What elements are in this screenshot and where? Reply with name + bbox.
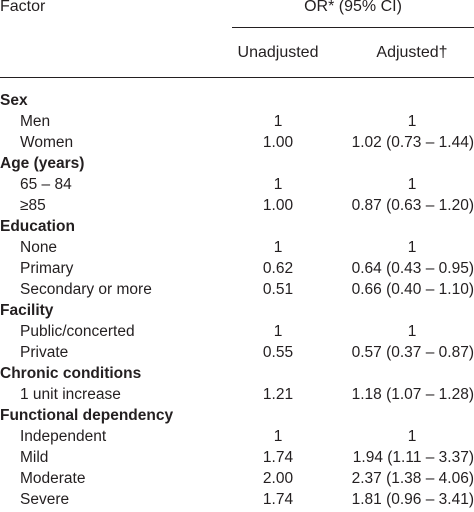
table-header: Factor OR* (95% CI) Unadjusted Adjusted† — [0, 0, 474, 80]
table-row: Moderate 2.00 2.37 (1.38 – 4.06) — [0, 468, 474, 489]
factor-label: Severe — [20, 491, 70, 508]
unadjusted-value: 1 — [273, 239, 283, 256]
unadjusted-value: 1.00 — [262, 134, 294, 151]
unadjusted-value: 2.00 — [262, 470, 294, 487]
adjusted-column-header: Adjusted† — [376, 44, 448, 61]
factor-label: None — [20, 239, 58, 256]
adjusted-value: 1 — [407, 113, 417, 130]
unadjusted-value: 1.74 — [262, 491, 294, 508]
table-row: Primary 0.62 0.64 (0.43 – 0.95) — [0, 258, 474, 279]
adjusted-value: 1 — [407, 176, 417, 193]
section-header-row: Functional dependency — [0, 405, 474, 426]
adjusted-value: 0.57 (0.37 – 0.87) — [351, 344, 474, 361]
factor-label: Men — [20, 113, 51, 130]
adjusted-value: 1 — [407, 323, 417, 340]
section-header-row: Chronic conditions — [0, 363, 474, 384]
section-label: Facility — [0, 302, 54, 319]
unadjusted-value: 1 — [273, 113, 283, 130]
unadjusted-value: 1 — [273, 176, 283, 193]
table-row: Independent 1 1 — [0, 426, 474, 447]
adjusted-value: 0.64 (0.43 – 0.95) — [351, 260, 474, 277]
table-row: None 1 1 — [0, 237, 474, 258]
adjusted-value: 0.66 (0.40 – 1.10) — [351, 281, 474, 298]
factor-label: ≥85 — [20, 197, 46, 214]
table-row: 1 unit increase 1.21 1.18 (1.07 – 1.28) — [0, 384, 474, 405]
section-label: Age (years) — [0, 155, 85, 172]
unadjusted-value: 1.00 — [262, 197, 294, 214]
section-header-row: Sex — [0, 90, 474, 111]
header-divider — [232, 27, 474, 28]
factor-label: 1 unit increase — [20, 386, 121, 403]
adjusted-value: 0.87 (0.63 – 1.20) — [351, 197, 474, 214]
table-row: Mild 1.74 1.94 (1.11 – 3.37) — [0, 447, 474, 468]
unadjusted-value: 0.55 — [262, 344, 294, 361]
factor-label: Private — [20, 344, 69, 361]
table-row: Women 1.00 1.02 (0.73 – 1.44) — [0, 132, 474, 153]
unadjusted-value: 0.51 — [262, 281, 294, 298]
section-header-row: Education — [0, 216, 474, 237]
table-row: Public/concerted 1 1 — [0, 321, 474, 342]
factor-label: Secondary or more — [20, 281, 152, 298]
section-label: Functional dependency — [0, 407, 174, 424]
adjusted-value: 1.18 (1.07 – 1.28) — [351, 386, 474, 403]
unadjusted-value: 1.74 — [262, 449, 294, 466]
table-row: Men 1 1 — [0, 111, 474, 132]
factor-label: Public/concerted — [20, 323, 135, 340]
unadjusted-value: 1 — [273, 323, 283, 340]
factor-label: Primary — [20, 260, 74, 277]
table-header-rule — [0, 77, 474, 78]
factor-label: 65 – 84 — [20, 176, 72, 193]
factor-label: Women — [20, 134, 74, 151]
table-row: Secondary or more 0.51 0.66 (0.40 – 1.10) — [0, 279, 474, 300]
adjusted-value: 1.81 (0.96 – 3.41) — [351, 491, 474, 508]
section-label: Chronic conditions — [0, 365, 142, 382]
section-label: Education — [0, 218, 75, 235]
table-row: 65 – 84 1 1 — [0, 174, 474, 195]
table-body: Sex Men 1 1 Women 1.00 1.02 (0.73 – 1.44) Age (… — [0, 90, 474, 510]
adjusted-value: 2.37 (1.38 – 4.06) — [351, 470, 474, 487]
section-header-row: Age (years) — [0, 153, 474, 174]
or-column-header: OR* (95% CI) — [304, 0, 402, 15]
factor-column-header: Factor — [0, 0, 46, 15]
adjusted-value: 1.94 (1.11 – 3.37) — [352, 449, 474, 466]
table-row: ≥85 1.00 0.87 (0.63 – 1.20) — [0, 195, 474, 216]
unadjusted-value: 1.21 — [262, 386, 294, 403]
adjusted-value: 1 — [407, 428, 417, 445]
table-row: Severe 1.74 1.81 (0.96 – 3.41) — [0, 489, 474, 510]
adjusted-value: 1.02 (0.73 – 1.44) — [351, 134, 474, 151]
section-label: Sex — [0, 92, 28, 109]
table-row: Private 0.55 0.57 (0.37 – 0.87) — [0, 342, 474, 363]
factor-label: Mild — [20, 449, 49, 466]
factor-label: Independent — [20, 428, 107, 445]
section-header-row: Facility — [0, 300, 474, 321]
unadjusted-value: 0.62 — [262, 260, 294, 277]
unadjusted-column-header: Unadjusted — [237, 44, 319, 61]
unadjusted-value: 1 — [273, 428, 283, 445]
factor-label: Moderate — [20, 470, 86, 487]
adjusted-value: 1 — [407, 239, 417, 256]
